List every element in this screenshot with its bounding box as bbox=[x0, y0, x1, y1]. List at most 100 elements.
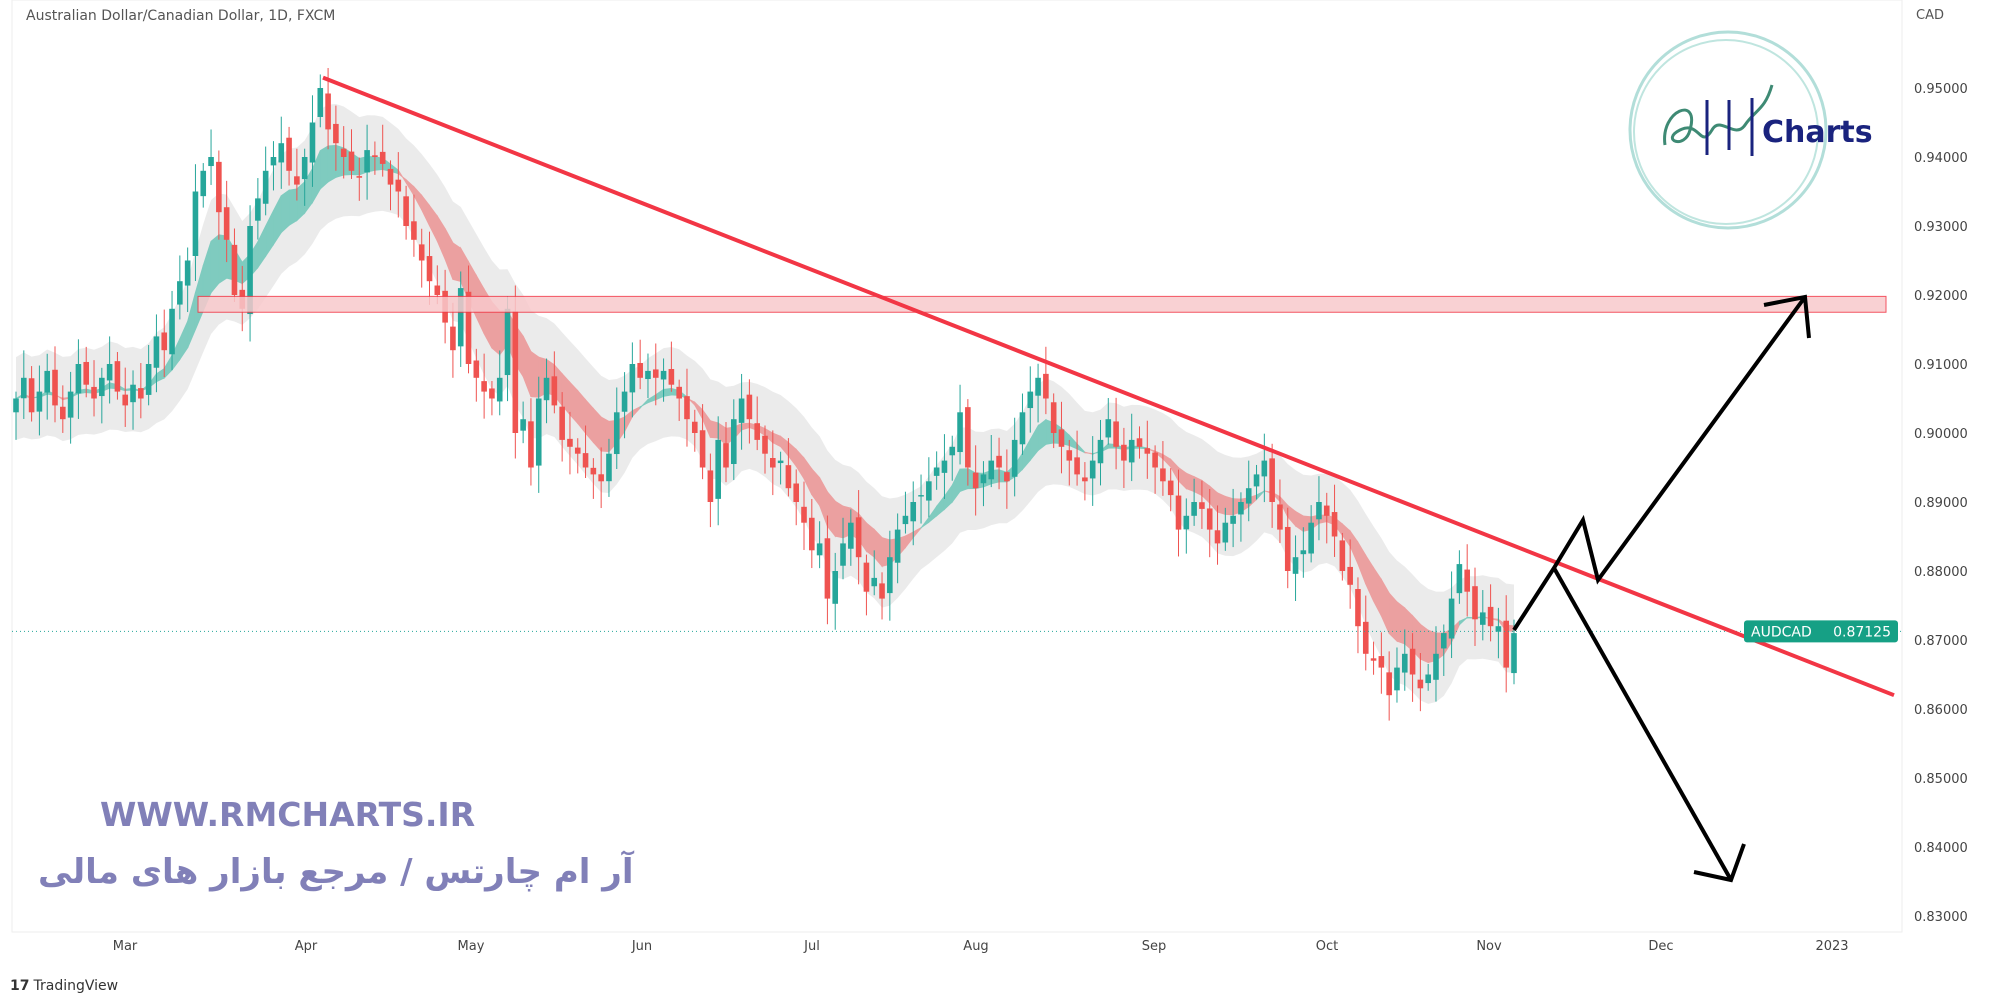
candle-body bbox=[1472, 586, 1478, 620]
price-tick-label: 0.90000 bbox=[1914, 427, 1968, 442]
candle-body bbox=[1269, 458, 1275, 502]
candle-body bbox=[247, 226, 253, 315]
price-tick-label: 0.87000 bbox=[1914, 634, 1968, 649]
time-tick-label: Jun bbox=[631, 939, 652, 954]
candle-body bbox=[1238, 502, 1244, 515]
candle-body bbox=[512, 311, 519, 433]
candle-body bbox=[317, 88, 324, 117]
candle-body bbox=[262, 170, 269, 204]
candle-body bbox=[286, 137, 292, 171]
candle-body bbox=[153, 336, 160, 368]
candle-body bbox=[1105, 419, 1112, 438]
candle-body bbox=[918, 495, 924, 497]
brand-name: TradingView bbox=[33, 978, 119, 994]
candle-body bbox=[770, 457, 776, 468]
candle-body bbox=[138, 388, 144, 399]
time-tick-label: May bbox=[458, 939, 485, 954]
candle-body bbox=[1113, 421, 1119, 447]
candle-body bbox=[871, 577, 878, 587]
candle-body bbox=[606, 453, 612, 482]
ma-band-segment bbox=[327, 144, 337, 183]
candle-body bbox=[348, 151, 355, 171]
candle-body bbox=[504, 308, 511, 376]
arrowhead-up-icon bbox=[1763, 294, 1811, 339]
time-axis[interactable]: Mar Apr May Jun Jul Aug Sep Oct Nov Dec 2023 bbox=[113, 939, 1849, 954]
candle-body bbox=[1167, 480, 1174, 496]
candle-body bbox=[1253, 474, 1260, 487]
candle-body bbox=[75, 364, 82, 394]
candle-body bbox=[372, 155, 378, 157]
candle-body bbox=[1128, 439, 1135, 463]
candle-body bbox=[1277, 504, 1283, 530]
ma-band-segment bbox=[834, 500, 844, 539]
candle-body bbox=[1027, 391, 1034, 409]
candle-body bbox=[1230, 515, 1236, 524]
candle-body bbox=[161, 332, 168, 351]
price-tick-label: 0.95000 bbox=[1914, 82, 1968, 97]
price-tick-label: 0.91000 bbox=[1914, 358, 1968, 373]
ma-band-segment bbox=[1224, 495, 1234, 516]
candle-body bbox=[1206, 508, 1213, 530]
candle-body bbox=[832, 571, 839, 604]
tradingview-brand[interactable]: 17 TradingView bbox=[10, 978, 118, 994]
candle-body bbox=[910, 502, 917, 522]
candle-body bbox=[1433, 653, 1439, 680]
candle-body bbox=[294, 176, 300, 185]
price-tick-label: 0.83000 bbox=[1914, 910, 1968, 925]
bullish-projection-arrow bbox=[1512, 295, 1807, 632]
arrowhead-down-icon bbox=[1693, 843, 1746, 883]
candle-body bbox=[1339, 540, 1346, 571]
candle-body bbox=[364, 150, 370, 173]
candle-body bbox=[535, 398, 542, 466]
candle-body bbox=[184, 260, 191, 286]
ma-band-segment bbox=[1037, 418, 1047, 452]
candle-body bbox=[629, 364, 636, 393]
candle-body bbox=[528, 421, 534, 468]
candle-body bbox=[67, 391, 74, 418]
moving-average-ribbon bbox=[15, 103, 1515, 704]
candle-body bbox=[1401, 653, 1408, 673]
candle-body bbox=[169, 308, 175, 355]
time-tick-label: 2023 bbox=[1815, 939, 1848, 954]
ma-band-segment bbox=[296, 180, 306, 222]
ma-band-segment bbox=[1217, 492, 1226, 516]
ma-band-segment bbox=[600, 416, 610, 453]
candle-body bbox=[988, 460, 995, 480]
candle-body bbox=[28, 378, 35, 413]
logo-text: Charts bbox=[1762, 115, 1873, 150]
candle-body bbox=[1191, 502, 1197, 516]
time-tick-label: Sep bbox=[1142, 939, 1167, 954]
candle-body bbox=[387, 168, 394, 185]
ma-band-segment bbox=[1396, 600, 1406, 645]
time-tick-label: Aug bbox=[963, 939, 988, 954]
candle-body bbox=[91, 386, 97, 399]
candle-body bbox=[434, 285, 441, 295]
candle-body bbox=[1160, 468, 1166, 482]
candle-body bbox=[1409, 648, 1416, 675]
candle-body bbox=[762, 435, 768, 454]
candle-body bbox=[1362, 621, 1369, 654]
price-axis[interactable]: 0.95000 0.94000 0.93000 0.92000 0.91000 0.900… bbox=[1914, 82, 1968, 925]
candle-body bbox=[809, 517, 815, 551]
candle-body bbox=[340, 148, 347, 157]
candle-body bbox=[333, 123, 339, 144]
price-tick-label: 0.88000 bbox=[1914, 565, 1968, 580]
candle-body bbox=[1308, 522, 1314, 554]
candle-body bbox=[1440, 633, 1447, 649]
candle-body bbox=[1495, 626, 1502, 632]
time-tick-label: Dec bbox=[1648, 939, 1673, 954]
candle-body bbox=[1136, 438, 1143, 447]
candle-body bbox=[567, 438, 573, 447]
candle-body bbox=[1370, 658, 1377, 661]
candle-body bbox=[1097, 439, 1104, 464]
candle-body bbox=[83, 361, 90, 385]
candle-body bbox=[1222, 522, 1229, 543]
ma-band-segment bbox=[452, 241, 462, 282]
last-price-badge bbox=[1744, 620, 1898, 643]
candle-body bbox=[122, 394, 129, 406]
website-watermark: WWW.RMCHARTS.IR bbox=[100, 795, 476, 834]
time-tick-label: Apr bbox=[295, 939, 318, 954]
candle-body bbox=[1386, 672, 1392, 696]
candle-body bbox=[216, 161, 222, 213]
